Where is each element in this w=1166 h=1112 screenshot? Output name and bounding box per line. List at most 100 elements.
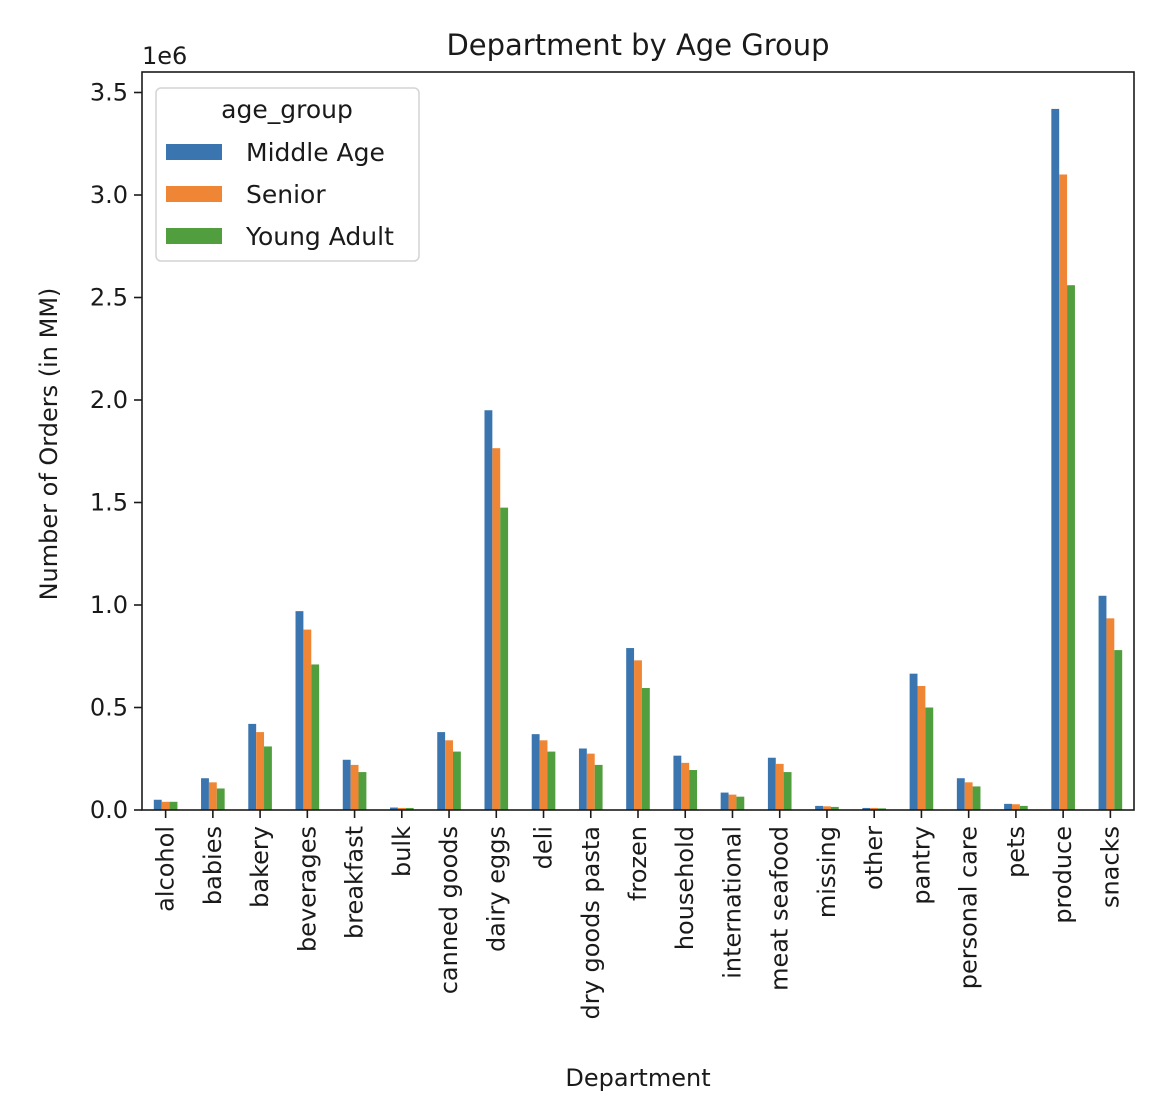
x-tick-label: pets <box>1002 826 1030 878</box>
x-axis-label: Department <box>565 1064 710 1092</box>
bar-middle-age-alcohol <box>153 799 162 810</box>
bar-senior-breakfast <box>350 764 359 810</box>
legend-title: age_group <box>221 95 353 124</box>
y-tick-label: 1.0 <box>90 591 128 619</box>
bar-middle-age-bakery <box>248 723 257 810</box>
x-tick-label: deli <box>530 826 558 869</box>
bar-young-adult-bulk <box>405 807 414 810</box>
bar-senior-bulk <box>397 807 406 810</box>
x-tick-label: alcohol <box>152 826 180 912</box>
bar-middle-age-beverages <box>295 611 304 810</box>
bar-young-adult-deli <box>547 751 556 810</box>
x-tick-label: other <box>860 826 888 890</box>
bar-young-adult-babies <box>216 788 225 810</box>
y-tick-label: 3.5 <box>90 79 128 107</box>
x-tick-label: produce <box>1049 826 1077 924</box>
x-tick-label: bulk <box>388 826 416 877</box>
bar-middle-age-pantry <box>909 673 918 810</box>
legend: age_group Middle Age Senior Young Adult <box>155 87 420 262</box>
bar-young-adult-snacks <box>1114 650 1123 810</box>
bar-middle-age-bulk <box>390 807 398 810</box>
legend-box <box>155 87 420 262</box>
bar-senior-household <box>681 762 690 810</box>
bar-young-adult-pets <box>1019 805 1028 810</box>
x-tick-label: babies <box>199 826 227 905</box>
x-tick-label: meat seafood <box>766 826 794 991</box>
x-tick-label: beverages <box>293 826 321 952</box>
bar-middle-age-babies <box>201 778 209 810</box>
bar-middle-age-snacks <box>1098 595 1107 810</box>
bar-middle-age-produce <box>1051 108 1060 810</box>
bar-senior-canned-goods <box>445 740 453 810</box>
bar-young-adult-pantry <box>925 707 934 810</box>
bar-senior-beverages <box>303 629 312 810</box>
x-tick-label: frozen <box>624 826 652 901</box>
legend-entry: Middle Age <box>246 138 385 167</box>
bar-young-adult-beverages <box>311 664 320 810</box>
bar-senior-alcohol <box>161 801 170 810</box>
bar-middle-age-dry-goods-pasta <box>578 748 587 810</box>
bar-young-adult-other <box>878 808 886 810</box>
bar-senior-pantry <box>917 685 926 810</box>
bar-senior-babies <box>208 782 217 810</box>
legend-entry: Senior <box>246 180 326 209</box>
bar-young-adult-bakery <box>264 746 272 810</box>
y-axis-ticks: 0.0 0.5 1.0 1.5 2.0 2.5 3.0 3.5 <box>90 79 142 824</box>
y-tick-label: 2.0 <box>90 386 128 414</box>
bar-young-adult-frozen <box>641 688 650 810</box>
bar-senior-meat-seafood <box>775 763 784 811</box>
legend-swatch <box>166 186 222 202</box>
y-offset-label: 1e6 <box>142 42 187 70</box>
bar-middle-age-frozen <box>626 648 635 810</box>
bar-young-adult-meat-seafood <box>783 772 792 810</box>
bar-young-adult-dairy-eggs <box>500 507 509 811</box>
bar-senior-international <box>728 794 737 811</box>
bar-senior-other <box>870 807 879 810</box>
bar-senior-pets <box>1011 804 1020 810</box>
x-axis-ticks: alcohol babies bakery beverages breakfast bul… <box>152 810 1124 1019</box>
y-axis-label: Number of Orders (in MM) <box>35 288 63 601</box>
x-tick-label: dry goods pasta <box>577 826 605 1019</box>
legend-swatch <box>166 144 222 160</box>
bar-middle-age-missing <box>815 805 824 810</box>
bar-young-adult-international <box>736 796 745 810</box>
y-tick-label: 3.0 <box>90 181 128 209</box>
legend-swatch <box>166 228 222 244</box>
bar-young-adult-dry-goods-pasta <box>594 764 603 810</box>
bar-middle-age-household <box>673 755 682 810</box>
bar-young-adult-missing <box>830 806 839 810</box>
bar-senior-dry-goods-pasta <box>586 753 595 811</box>
bar-senior-produce <box>1059 174 1068 810</box>
bar-young-adult-breakfast <box>358 772 367 810</box>
x-tick-label: pantry <box>907 826 935 905</box>
bar-senior-snacks <box>1106 618 1115 810</box>
x-tick-label: personal care <box>955 826 983 989</box>
legend-items: Middle Age Senior Young Adult <box>166 138 394 251</box>
x-tick-label: household <box>671 826 699 950</box>
y-tick-label: 0.5 <box>90 694 128 722</box>
plot-frame <box>141 71 1135 811</box>
chart-title: Department by Age Group <box>446 28 829 62</box>
x-tick-label: missing <box>813 826 841 918</box>
bar-senior-frozen <box>634 660 642 810</box>
bars-group <box>153 108 1123 811</box>
bar-middle-age-deli <box>531 734 540 810</box>
x-tick-label: international <box>718 826 746 979</box>
bar-young-adult-canned-goods <box>452 751 461 810</box>
bar-senior-missing <box>823 806 831 810</box>
bar-senior-dairy-eggs <box>492 448 501 810</box>
y-tick-label: 0.0 <box>90 796 128 824</box>
bar-senior-personal-care <box>964 782 973 810</box>
bar-middle-age-meat-seafood <box>767 757 776 810</box>
bar-middle-age-personal-care <box>956 778 965 810</box>
bar-middle-age-canned-goods <box>437 732 446 810</box>
x-tick-label: breakfast <box>341 826 369 939</box>
bar-young-adult-household <box>689 770 698 810</box>
bar-middle-age-pets <box>1004 803 1012 810</box>
bar-middle-age-international <box>720 792 729 810</box>
bar-senior-deli <box>539 740 548 810</box>
x-tick-label: dairy eggs <box>482 826 510 952</box>
bar-middle-age-dairy-eggs <box>484 410 493 810</box>
x-tick-label: canned goods <box>435 826 463 994</box>
